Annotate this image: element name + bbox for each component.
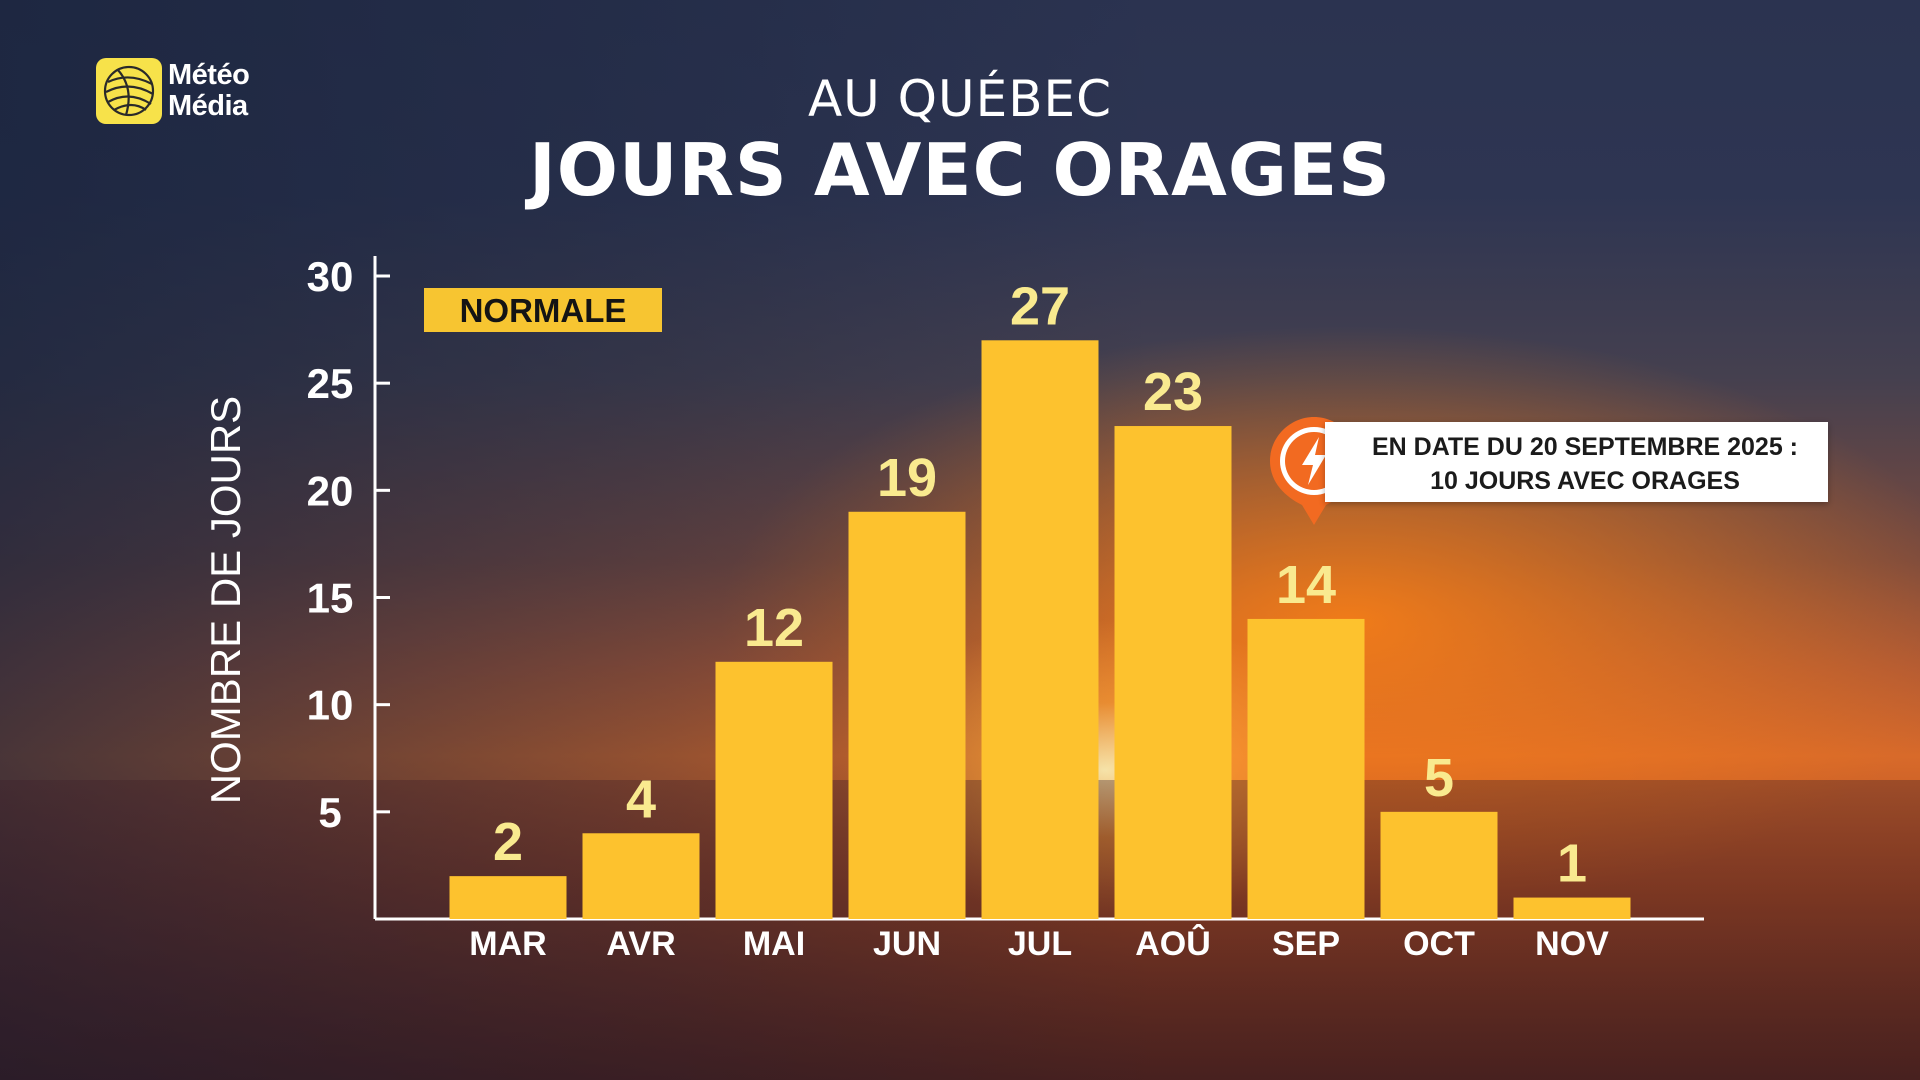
bar-value-label: 19 xyxy=(877,448,937,508)
logo-line-1: Météo xyxy=(168,59,250,91)
meteomedia-logo: Météo Média xyxy=(96,56,296,128)
bar xyxy=(848,511,966,919)
x-tick-label: NOV xyxy=(1535,925,1609,963)
bar xyxy=(449,876,567,919)
bar xyxy=(1513,897,1631,919)
bar-value-label: 2 xyxy=(493,812,523,872)
bar-value-label: 27 xyxy=(1010,276,1070,336)
x-tick-label: JUN xyxy=(873,925,941,963)
bar xyxy=(1114,426,1232,919)
y-tick-label: 10 xyxy=(307,682,354,729)
chart-subtitle: AU QUÉBEC xyxy=(807,70,1113,128)
annotation-line-1: EN DATE DU 20 SEPTEMBRE 2025 : xyxy=(1371,433,1799,461)
bar-value-label: 12 xyxy=(744,598,804,658)
chart-title: JOURS AVEC ORAGES xyxy=(529,128,1391,212)
logo-line-2: Média xyxy=(168,90,248,122)
bar-value-label: 4 xyxy=(626,769,656,829)
annotation-line-2: 10 JOURS AVEC ORAGES xyxy=(1430,467,1740,495)
bar-value-label: 14 xyxy=(1276,555,1336,615)
bar xyxy=(1247,618,1365,919)
x-tick-label: OCT xyxy=(1403,925,1475,963)
y-tick-label: 30 xyxy=(307,253,354,300)
current-year-annotation: EN DATE DU 20 SEPTEMBRE 2025 : 10 JOURS … xyxy=(1325,422,1828,502)
x-tick-label: JUL xyxy=(1008,925,1072,963)
x-tick-label: MAR xyxy=(469,925,546,963)
bar-value-label: 1 xyxy=(1557,834,1587,894)
y-tick-label: 25 xyxy=(307,360,354,407)
bar xyxy=(715,661,833,919)
bar-value-label: 5 xyxy=(1424,748,1454,808)
x-tick-label: AOÛ xyxy=(1135,924,1211,963)
bar-value-label: 23 xyxy=(1143,362,1203,422)
bar xyxy=(981,340,1099,919)
y-tick-label: 20 xyxy=(307,467,354,514)
legend-label: NORMALE xyxy=(459,292,627,329)
globe-logo-icon xyxy=(96,58,162,124)
y-tick-label: 15 xyxy=(307,575,354,622)
logo-wordmark: Météo Média xyxy=(168,59,250,122)
bar xyxy=(582,833,700,919)
y-tick-label: 5 xyxy=(318,789,341,836)
x-tick-label: SEP xyxy=(1272,925,1340,963)
bar xyxy=(1380,811,1498,919)
x-tick-label: MAI xyxy=(743,925,805,963)
legend-normale: NORMALE xyxy=(424,288,662,332)
x-tick-label: AVR xyxy=(606,925,675,963)
